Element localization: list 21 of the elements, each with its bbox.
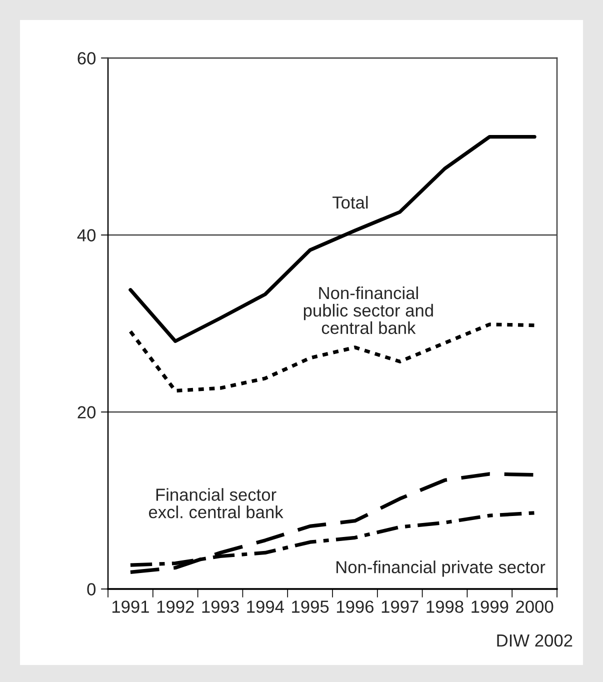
series-label: Financial sector excl. central bank <box>148 488 284 518</box>
x-tick-label: 1999 <box>472 600 508 613</box>
text: DIW 2002 <box>497 634 572 647</box>
line-series <box>128 322 536 393</box>
x-tick-label: 1995 <box>292 600 329 613</box>
x-tick-label: 1992 <box>157 600 194 613</box>
series-label: Non-financial public sector and central bank <box>304 286 433 334</box>
x-tick-label: 2000 <box>516 600 554 613</box>
y-tick-label: 0 <box>87 583 96 596</box>
x-tick-label: 1993 <box>202 600 239 613</box>
x-tick-label: 1994 <box>247 600 284 613</box>
line-series <box>128 134 536 344</box>
x-tick-label: 1998 <box>426 600 464 613</box>
series-label: Total <box>332 196 368 209</box>
x-tick-label: 1996 <box>336 600 374 613</box>
y-tick-label: 60 <box>78 52 96 64</box>
x-tick-label: 1991 <box>112 600 149 613</box>
y-tick-label: 20 <box>78 406 96 418</box>
y-tick-label: 40 <box>77 229 96 242</box>
x-tick-label: 1997 <box>382 600 418 613</box>
series-label: Non-financial private sector <box>336 560 546 577</box>
